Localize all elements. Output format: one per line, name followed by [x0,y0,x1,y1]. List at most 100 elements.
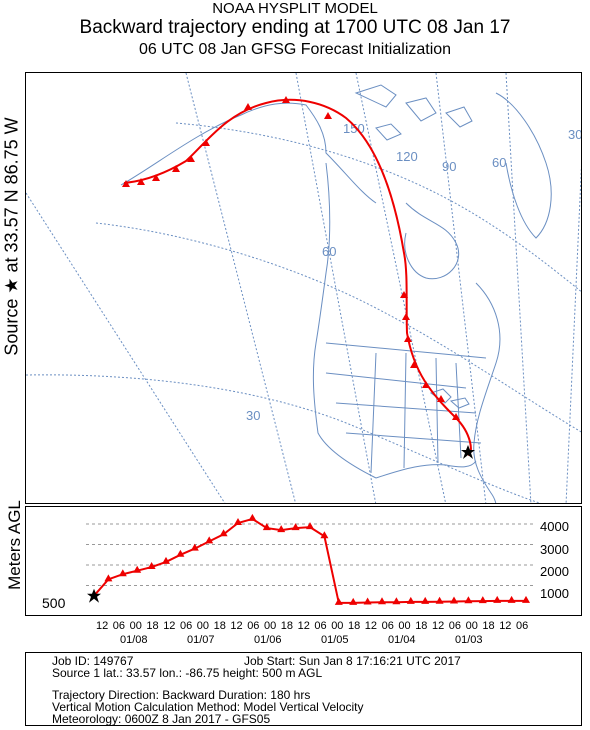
height-data-point [421,596,430,604]
hour-tick-label: 00 [196,620,210,632]
trajectory-marker [282,96,290,103]
vertical-motion-method: Vertical Motion Calculation Method: Mode… [52,700,364,714]
trajectory-marker [137,178,145,185]
atlantic-coast [473,282,501,503]
job-info-panel: Job ID: 149767 Job Start: Sun Jan 8 17:1… [25,652,582,726]
latitude-line-30 [26,374,542,503]
height-axis-label: Meters AGL [5,500,24,590]
height-tick-2000: 2000 [540,564,569,579]
meridian-120 [355,73,447,503]
height-tick-4000: 4000 [540,519,569,534]
hour-tick-label: 00 [398,620,411,632]
grid-label: 30 [568,127,582,142]
height-data-point [262,523,271,531]
height-data-point [248,513,257,521]
job-start: Job Start: Sun Jan 8 17:16:21 UTC 2017 [244,654,461,668]
height-data-point [176,549,185,557]
hour-tick-label: 12 [499,620,512,632]
greenland-coast [495,92,552,239]
height-data-point [133,565,142,573]
height-data-point [522,595,530,603]
height-data-point [435,596,444,604]
trajectory-marker [244,103,252,110]
height-data-point [392,597,401,605]
trajectory-marker [122,180,130,187]
height-data-point [464,596,473,604]
star-icon [87,588,101,603]
height-gridlines [86,523,536,586]
state-borders [325,342,487,474]
hour-tick-label: 00 [264,620,277,632]
date-label: 01/08 [120,634,148,646]
height-data-point [162,556,170,564]
trajectory-marker [452,413,460,420]
grid-labels: 150 120 90 60 60 30 30 [246,121,582,423]
height-series-points [104,513,530,605]
meridian-60 [505,73,532,503]
arctic-islands [354,84,473,141]
height-data-point [277,525,286,533]
height-tick-1000: 1000 [540,586,569,601]
latitude-line-75 [175,122,581,293]
hour-tick-label: 18 [146,620,159,632]
trajectory-direction: Trajectory Direction: Backward Duration:… [52,688,311,702]
source-info: Source 1 lat.: 33.57 lon.: -86.75 height… [52,666,323,680]
hour-tick-label: 12 [163,620,176,632]
hour-tick-label: 12 [96,620,109,632]
start-height-label: 500 [42,595,66,611]
trajectory-marker [152,174,160,181]
hour-tick-label: 06 [180,620,193,632]
hour-tick-label: 18 [213,620,226,632]
meridian-180 [185,73,297,503]
hour-tick-label: 18 [415,620,428,632]
pacific-coast [312,162,377,479]
model-title: NOAA HYSPLIT MODEL [212,0,378,17]
date-label: 01/06 [254,634,282,646]
height-data-point [118,569,127,577]
trajectory-marker [437,395,445,402]
hour-tick-label: 06 [112,620,126,632]
meridian-150 [295,73,377,503]
hour-tick-label: 06 [516,620,529,632]
height-data-point [320,531,329,539]
height-data-point [190,543,199,551]
meridian-90 [435,73,487,503]
meridian-30 [565,165,581,503]
trajectory-marker [324,112,332,119]
height-data-point [219,529,228,537]
height-profile-chart [25,506,582,616]
coastlines [120,84,552,503]
trajectory-marker [400,291,408,298]
trajectory-marker [187,155,195,162]
height-data-point [349,597,358,605]
grid-label: 120 [396,149,418,164]
height-data-point [205,536,214,544]
latitude-line-60 [95,222,581,433]
date-label: 01/05 [321,634,349,646]
trajectory-marker [402,313,410,320]
hour-tick-label: 12 [364,620,378,632]
grid-label: 60 [492,155,506,170]
hour-tick-label: 06 [247,620,260,632]
grid-label: 30 [246,408,260,423]
map-canvas: 150 120 90 60 60 30 30 [26,73,582,503]
trajectory-marker [422,381,430,388]
source-location-label: Source ★ at 33.57 N 86.75 W [1,117,22,356]
height-data-point [378,597,386,605]
date-label: 01/07 [187,634,215,646]
height-data-point [234,517,242,525]
graticule [26,73,581,503]
hour-tick-label: 00 [129,620,142,632]
trajectory-title: Backward trajectory ending at 1700 UTC 0… [79,17,511,38]
hudson-bay [404,202,460,280]
meridian-west [26,192,226,503]
trajectory-marker [202,139,210,146]
hour-tick-label: 00 [465,620,478,632]
date-label: 01/03 [455,634,483,646]
height-data-point [493,595,502,603]
hour-tick-label: 18 [348,620,361,632]
profile-canvas [86,513,536,605]
hour-tick-label: 00 [331,620,344,632]
height-data-point [478,596,487,604]
trajectory-marker [404,335,412,342]
